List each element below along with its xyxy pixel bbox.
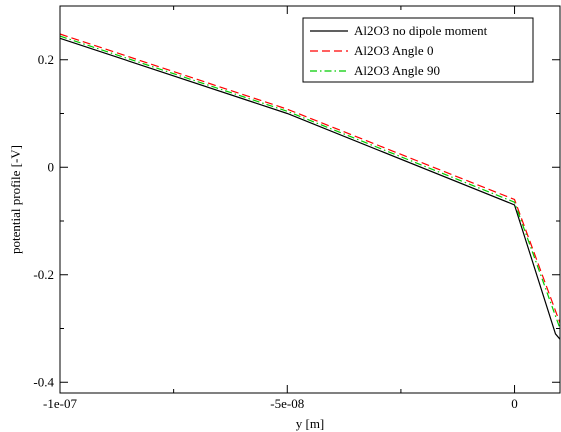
- legend: Al2O3 no dipole moment Al2O3 Angle 0 Al2O3…: [302, 17, 534, 83]
- x-tick-label: 0: [511, 396, 518, 411]
- series-line-0: [59, 37, 561, 340]
- ticks-layer: -1e-07 -5e-08 0 0.2 0 -0.2 -0.4: [33, 6, 560, 411]
- legend-label-1: Al2O3 Angle 0: [354, 43, 433, 58]
- legend-label-2: Al2O3 Angle 90: [354, 63, 440, 78]
- legend-items: Al2O3 no dipole moment Al2O3 Angle 0 Al2O3…: [310, 23, 488, 78]
- x-axis-label: y [m]: [296, 416, 325, 431]
- plot-frame: [59, 5, 561, 394]
- x-tick-label: -1e-07: [43, 396, 77, 411]
- legend-label-0: Al2O3 no dipole moment: [354, 23, 488, 38]
- y-tick-label: -0.2: [33, 267, 54, 282]
- series-line-2: [59, 35, 561, 329]
- series-layer: [59, 33, 561, 340]
- x-tick-label: -5e-08: [270, 396, 304, 411]
- y-tick-label: 0: [48, 159, 55, 174]
- y-tick-label: 0.2: [38, 52, 54, 67]
- y-axis-label: potential profile [-V]: [8, 145, 23, 254]
- y-tick-label: -0.4: [33, 374, 54, 389]
- series-line-1: [59, 33, 561, 324]
